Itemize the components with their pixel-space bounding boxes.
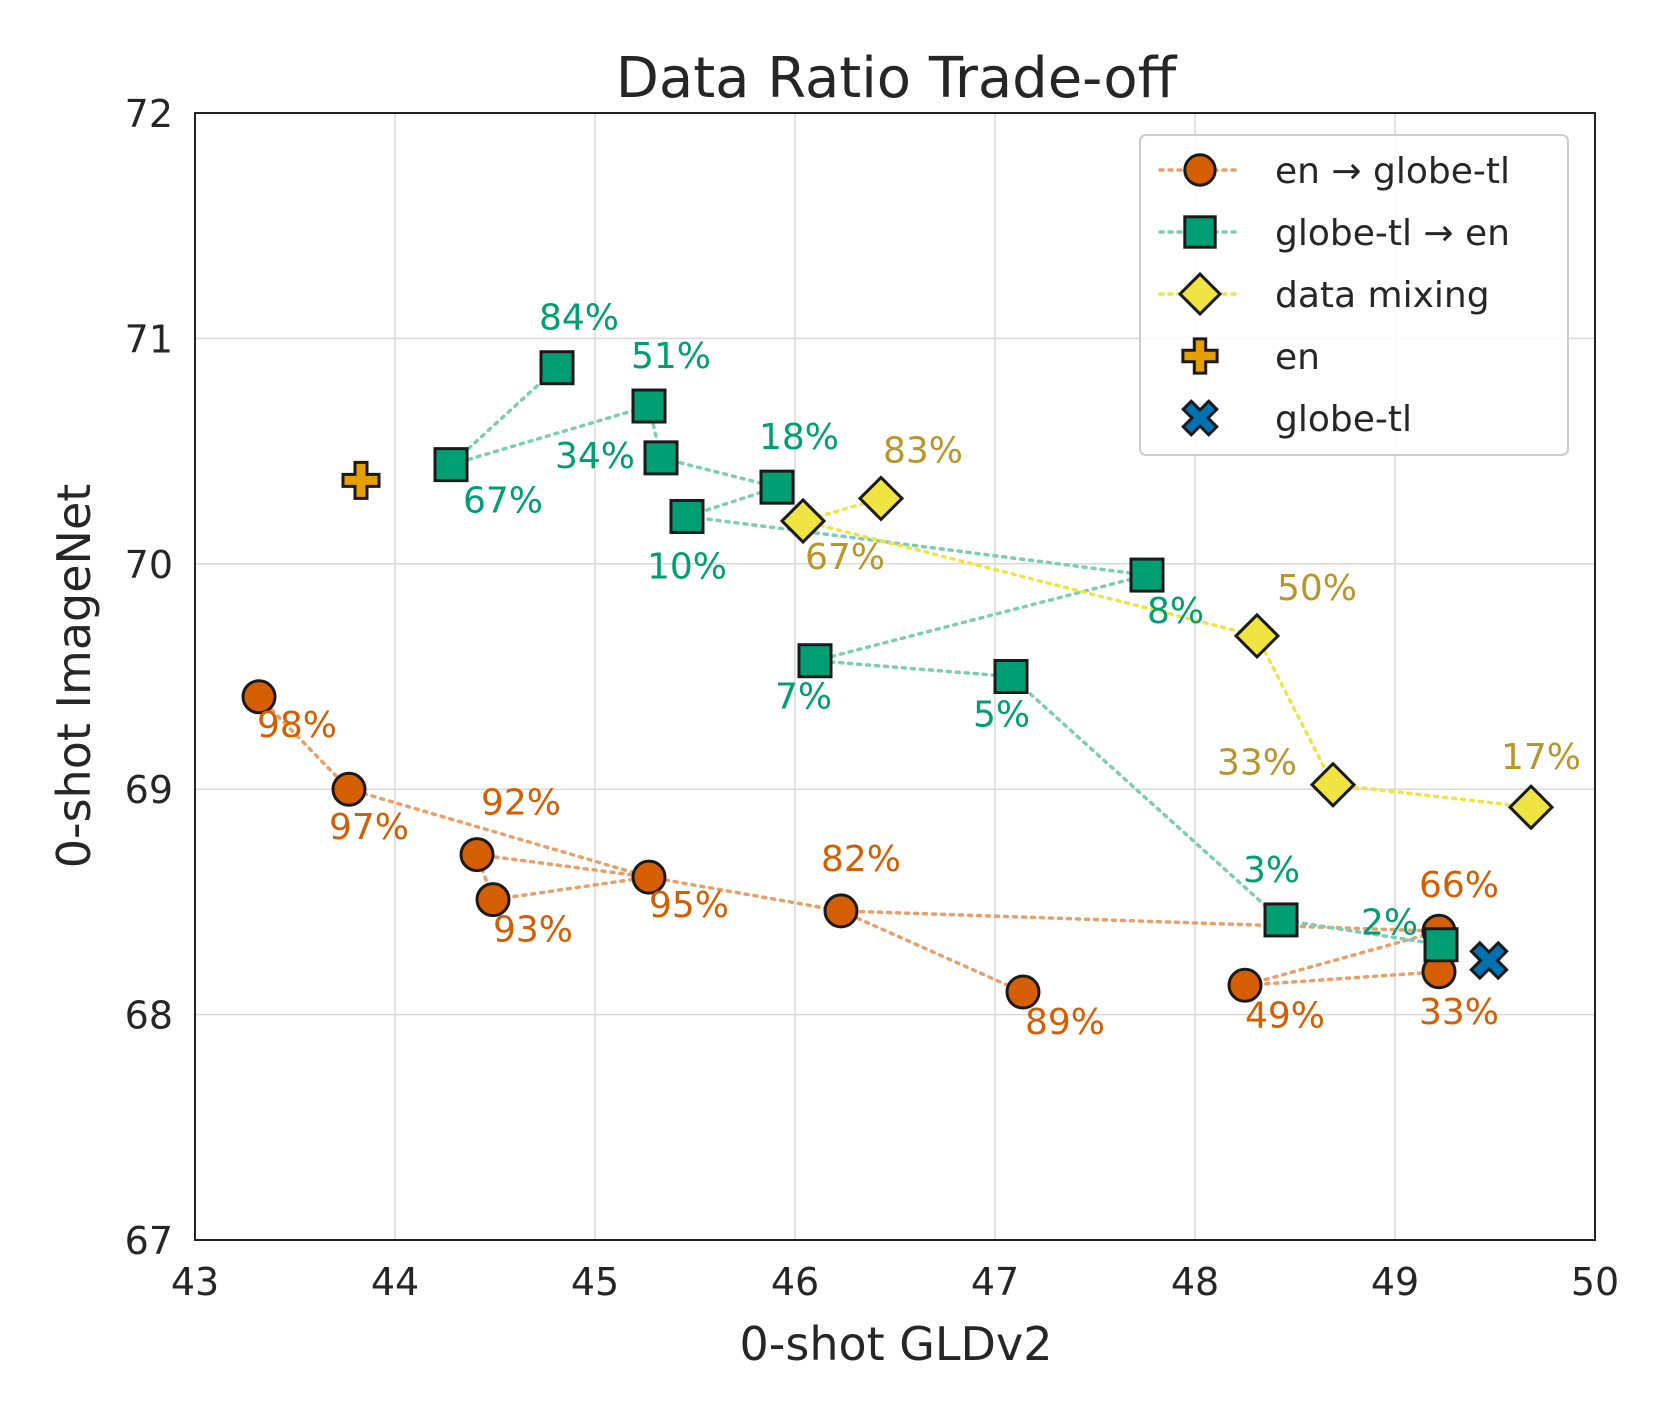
y-tick-label: 69	[125, 768, 173, 812]
y-tick-label: 67	[125, 1219, 173, 1263]
data-point	[1263, 902, 1299, 938]
data-point	[779, 497, 827, 545]
data-label: 95%	[649, 885, 729, 926]
data-label: 93%	[493, 910, 573, 951]
data-point-shape	[1469, 940, 1509, 981]
chart-title: Data Ratio Trade-off	[616, 46, 1178, 111]
data-label: 51%	[631, 336, 711, 377]
data-label: 50%	[1277, 568, 1357, 609]
data-labels: 98% 97% 95% 92% 93% 82% 66% 49% 33% 89% 84% 67% 51% 3…	[257, 298, 1581, 1043]
data-label: 49%	[1245, 995, 1325, 1036]
series-line-branch	[839, 909, 1025, 994]
data-point	[797, 643, 833, 679]
data-label: 8%	[1147, 591, 1204, 632]
legend-marker	[1177, 271, 1223, 317]
data-point	[1507, 784, 1555, 831]
data-label: 89%	[1025, 1002, 1105, 1043]
x-tick-label: 44	[371, 1260, 419, 1304]
data-point	[539, 350, 575, 386]
y-tick-label: 71	[125, 317, 173, 361]
data-point	[823, 893, 859, 929]
y-axis-label: 0-shot ImageNet	[47, 484, 101, 869]
data-point	[241, 679, 277, 715]
legend-label: en	[1275, 337, 1320, 378]
data-point	[433, 447, 469, 483]
data-label: 33%	[1419, 992, 1499, 1033]
legend-label: en → globe-tl	[1275, 151, 1510, 192]
legend-marker	[1181, 399, 1219, 437]
y-tick-label: 70	[125, 543, 173, 587]
data-point	[1005, 974, 1041, 1010]
x-tick-label: 48	[1171, 1260, 1219, 1304]
data-label: 66%	[1419, 865, 1499, 906]
y-tick-label: 68	[125, 994, 173, 1038]
legend-label: data mixing	[1275, 275, 1490, 316]
x-tick-label: 46	[771, 1260, 819, 1304]
plot-frame	[194, 112, 1596, 1241]
legend-label: globe-tl → en	[1275, 213, 1510, 254]
data-label: 98%	[257, 705, 337, 746]
data-label: 2%	[1361, 903, 1418, 944]
legend-marker	[1183, 153, 1217, 187]
data-point	[643, 440, 679, 476]
legend-label: globe-tl	[1275, 399, 1412, 440]
data-point	[631, 859, 667, 895]
x-tick-label: 45	[571, 1260, 619, 1304]
data-label: 3%	[1243, 850, 1300, 891]
data-label: 7%	[775, 677, 832, 718]
data-label: 10%	[647, 546, 727, 587]
x-tick-label: 47	[971, 1260, 1019, 1304]
data-point	[759, 469, 795, 505]
legend-marker	[1181, 337, 1219, 375]
x-axis-label: 0-shot GLDv2	[740, 1317, 1053, 1371]
data-label: 92%	[481, 783, 561, 824]
data-point	[475, 882, 511, 918]
tick-labels: 43 44 45 46 47 48 49 50 67 68 69 70 71 72	[125, 92, 1620, 1304]
data-point	[1309, 761, 1357, 808]
data-point	[669, 498, 705, 534]
data-points	[241, 350, 1555, 1010]
data-point	[993, 659, 1029, 694]
data-label: 17%	[1501, 737, 1581, 778]
data-point	[857, 475, 905, 522]
series-line	[449, 365, 1443, 947]
legend-box	[1139, 134, 1569, 456]
data-label: 67%	[805, 537, 885, 578]
data-label: 82%	[821, 839, 901, 880]
data-point	[1129, 557, 1165, 593]
data-point	[459, 837, 495, 873]
data-label: 18%	[759, 417, 839, 458]
data-label: 83%	[883, 430, 963, 471]
x-tick-label: 50	[1571, 1260, 1619, 1304]
data-label: 33%	[1217, 743, 1297, 784]
data-label: 67%	[463, 481, 543, 522]
data-point	[1469, 940, 1509, 981]
data-label: 97%	[329, 807, 409, 848]
data-point	[1227, 967, 1263, 1003]
data-point	[341, 460, 381, 500]
data-point	[631, 388, 667, 424]
data-point	[1233, 612, 1281, 660]
y-tick-label: 72	[125, 92, 173, 136]
legend-marker	[1183, 215, 1217, 249]
data-label: 5%	[973, 695, 1030, 736]
x-tick-label: 43	[171, 1260, 219, 1304]
data-label: 34%	[555, 436, 635, 477]
x-tick-label: 49	[1371, 1260, 1419, 1304]
legend-marker-shape	[1181, 399, 1219, 437]
data-point	[1423, 927, 1459, 963]
data-label: 84%	[539, 298, 619, 339]
series-line	[257, 695, 1441, 988]
data-point	[331, 771, 367, 807]
legend: en → globe-tl globe-tl → en data mixing en g…	[1139, 134, 1569, 456]
